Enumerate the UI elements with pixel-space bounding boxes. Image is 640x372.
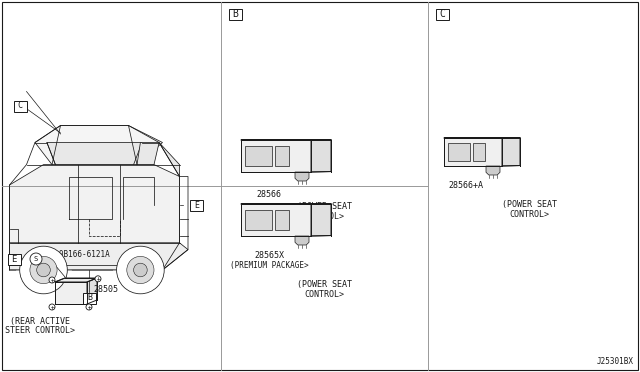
Circle shape bbox=[127, 256, 154, 283]
Polygon shape bbox=[444, 138, 502, 166]
Text: C: C bbox=[17, 102, 22, 110]
Polygon shape bbox=[87, 278, 97, 304]
Text: B: B bbox=[232, 9, 238, 19]
Bar bbox=[275, 210, 289, 230]
Text: 28566: 28566 bbox=[257, 190, 282, 199]
Circle shape bbox=[30, 256, 57, 283]
Text: S: S bbox=[34, 256, 38, 262]
Bar bbox=[228, 9, 241, 19]
Bar bbox=[190, 200, 203, 211]
Bar bbox=[473, 143, 485, 161]
Text: STEER CONTROL>: STEER CONTROL> bbox=[5, 326, 75, 335]
Polygon shape bbox=[10, 243, 188, 270]
Polygon shape bbox=[55, 282, 87, 304]
Polygon shape bbox=[311, 140, 331, 172]
Text: CONTROL>: CONTROL> bbox=[305, 290, 344, 299]
Bar bbox=[435, 9, 449, 19]
Bar bbox=[275, 146, 289, 166]
Polygon shape bbox=[241, 140, 311, 172]
Text: E: E bbox=[194, 201, 199, 210]
Bar bbox=[245, 146, 271, 166]
Circle shape bbox=[49, 277, 55, 283]
Polygon shape bbox=[486, 166, 500, 175]
Text: (POWER SEAT: (POWER SEAT bbox=[297, 202, 352, 211]
Text: C: C bbox=[439, 9, 445, 19]
Polygon shape bbox=[47, 142, 142, 164]
Circle shape bbox=[95, 276, 101, 282]
Bar bbox=[448, 143, 470, 161]
Text: (S)0B166-6121A: (S)0B166-6121A bbox=[45, 250, 109, 259]
Text: CONTROL>: CONTROL> bbox=[305, 212, 344, 221]
Circle shape bbox=[86, 304, 92, 310]
Text: (POWER SEAT: (POWER SEAT bbox=[297, 280, 352, 289]
Text: (PREMIUM PACKAGE>: (PREMIUM PACKAGE> bbox=[230, 261, 308, 270]
Text: 28566+A: 28566+A bbox=[449, 181, 483, 190]
Circle shape bbox=[36, 263, 51, 277]
Polygon shape bbox=[241, 203, 331, 204]
Polygon shape bbox=[159, 142, 179, 176]
Polygon shape bbox=[241, 204, 311, 236]
Text: B: B bbox=[87, 294, 92, 302]
Circle shape bbox=[30, 253, 42, 265]
Bar bbox=[245, 210, 271, 230]
Bar bbox=[8, 253, 20, 264]
Text: E: E bbox=[12, 254, 17, 263]
Text: J25301BX: J25301BX bbox=[597, 357, 634, 366]
Text: (REAR ACTIVE: (REAR ACTIVE bbox=[10, 317, 70, 326]
Circle shape bbox=[49, 304, 55, 310]
Polygon shape bbox=[35, 125, 163, 164]
Text: ( 4): ( 4) bbox=[45, 259, 63, 267]
Bar bbox=[13, 100, 26, 112]
Bar bbox=[83, 292, 96, 304]
Text: (POWER SEAT: (POWER SEAT bbox=[502, 200, 557, 209]
Polygon shape bbox=[55, 278, 97, 282]
Polygon shape bbox=[295, 172, 309, 181]
Polygon shape bbox=[295, 236, 309, 245]
Text: CONTROL>: CONTROL> bbox=[509, 210, 549, 219]
Circle shape bbox=[20, 246, 67, 294]
Circle shape bbox=[116, 246, 164, 294]
Polygon shape bbox=[502, 138, 520, 166]
Circle shape bbox=[134, 263, 147, 277]
Text: 28505: 28505 bbox=[93, 285, 118, 294]
Polygon shape bbox=[137, 142, 159, 164]
Polygon shape bbox=[311, 203, 331, 236]
Polygon shape bbox=[10, 164, 179, 243]
Text: 28565X: 28565X bbox=[254, 251, 284, 260]
